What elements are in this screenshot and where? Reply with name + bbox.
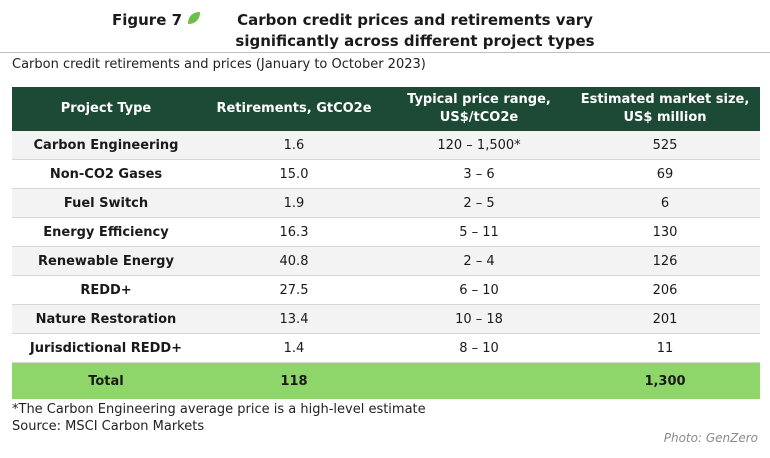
table-row: Jurisdictional REDD+ 1.4 8 – 10 11: [12, 334, 760, 363]
price-range-cell: 120 – 1,500*: [437, 137, 521, 153]
price-range-cell: 5 – 11: [459, 224, 499, 240]
project-type-cell: REDD+: [80, 282, 132, 298]
price-range-cell: 2 – 5: [463, 195, 495, 211]
retirements-cell: 15.0: [279, 166, 309, 182]
total-market-size: 1,300: [644, 373, 686, 389]
table-subtitle: Carbon credit retirements and prices (Ja…: [12, 57, 426, 72]
header-price-range: Typical price range, US$/tCO2e: [407, 92, 551, 125]
retirements-cell: 16.3: [279, 224, 309, 240]
table-row: Carbon Engineering 1.6 120 – 1,500* 525: [12, 131, 760, 160]
market-size-cell: 206: [652, 282, 678, 298]
header-retirements: Retirements, GtCO2e: [216, 101, 372, 116]
header-market-size: Estimated market size, US$ million: [580, 92, 750, 125]
table-row: Energy Efficiency 16.3 5 – 11 130: [12, 218, 760, 247]
footnote-text: *The Carbon Engineering average price is…: [12, 402, 426, 417]
project-type-cell: Carbon Engineering: [33, 137, 179, 153]
retirements-cell: 1.9: [283, 195, 305, 211]
table-row: Fuel Switch 1.9 2 – 5 6: [12, 189, 760, 218]
figure-label: Figure 7: [112, 10, 202, 30]
table-row: REDD+ 27.5 6 – 10 206: [12, 276, 760, 305]
title-divider: [0, 52, 770, 53]
figure-number: Figure 7: [112, 11, 183, 29]
retirements-cell: 13.4: [279, 311, 309, 327]
table-row: Non-CO2 Gases 15.0 3 – 6 69: [12, 160, 760, 189]
price-range-cell: 3 – 6: [463, 166, 495, 182]
price-range-cell: 10 – 18: [455, 311, 503, 327]
market-size-cell: 69: [656, 166, 674, 182]
leaf-icon: [186, 10, 202, 30]
price-range-cell: 6 – 10: [459, 282, 499, 298]
retirements-cell: 1.4: [283, 340, 305, 356]
retirements-cell: 27.5: [279, 282, 309, 298]
footnote-block: *The Carbon Engineering average price is…: [12, 401, 426, 435]
market-size-cell: 201: [652, 311, 678, 327]
figure-title: Carbon credit prices and retirements var…: [235, 11, 595, 50]
market-size-cell: 6: [660, 195, 670, 211]
project-type-cell: Non-CO2 Gases: [49, 166, 163, 182]
total-retirements: 118: [280, 373, 308, 389]
project-table: Project Type Retirements, GtCO2e Typical…: [12, 87, 760, 399]
table-total-row: Total 118 1,300: [12, 363, 760, 399]
photo-credit: Photo: GenZero: [663, 431, 758, 445]
project-type-cell: Renewable Energy: [38, 253, 174, 269]
retirements-cell: 1.6: [283, 137, 305, 153]
header-project-type: Project Type: [60, 101, 152, 116]
market-size-cell: 130: [652, 224, 678, 240]
total-label: Total: [88, 373, 124, 389]
price-range-cell: 2 – 4: [463, 253, 495, 269]
source-text: Source: MSCI Carbon Markets: [12, 419, 205, 434]
market-size-cell: 11: [656, 340, 674, 356]
market-size-cell: 126: [652, 253, 678, 269]
project-type-cell: Fuel Switch: [63, 195, 149, 211]
project-type-cell: Energy Efficiency: [43, 224, 169, 240]
retirements-cell: 40.8: [279, 253, 309, 269]
table-row: Nature Restoration 13.4 10 – 18 201: [12, 305, 760, 334]
price-range-cell: 8 – 10: [459, 340, 499, 356]
project-type-cell: Nature Restoration: [35, 311, 177, 327]
market-size-cell: 525: [652, 137, 678, 153]
table-row: Renewable Energy 40.8 2 – 4 126: [12, 247, 760, 276]
project-type-cell: Jurisdictional REDD+: [29, 340, 183, 356]
table-header-row: Project Type Retirements, GtCO2e Typical…: [12, 87, 760, 131]
